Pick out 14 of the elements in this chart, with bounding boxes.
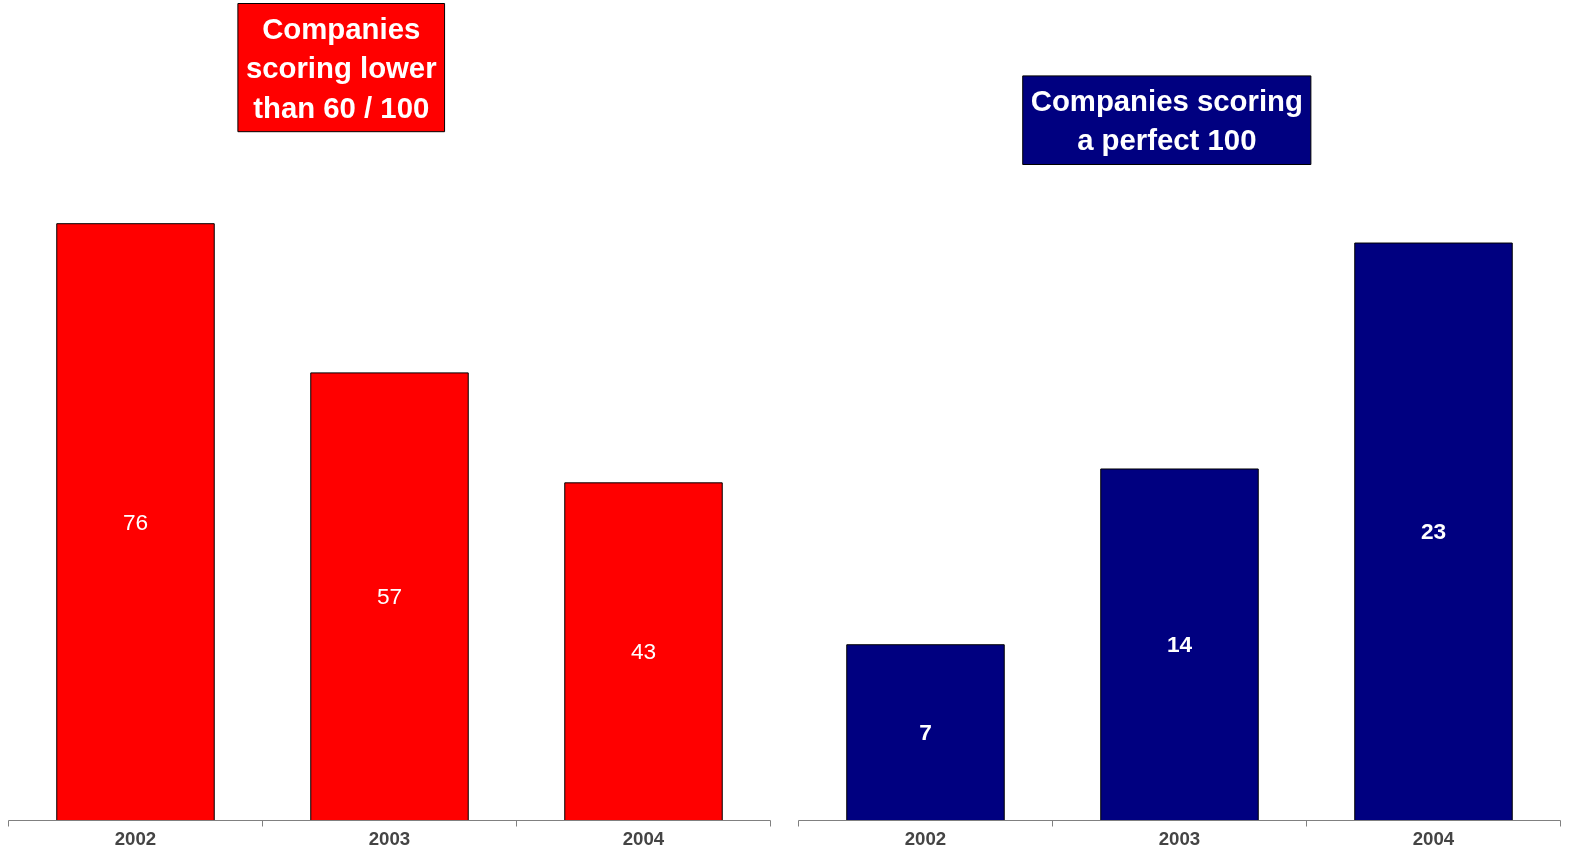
x-tick-label: 2004 <box>622 827 665 849</box>
data-label: 23 <box>1420 518 1447 545</box>
x-tick-label: 2002 <box>114 827 157 849</box>
data-label: 76 <box>122 508 149 535</box>
chart-title: Companies scoring lower than 60 / 100 <box>245 11 437 124</box>
data-label: 43 <box>630 638 657 665</box>
x-tick-label: 2003 <box>368 827 411 849</box>
data-label: 14 <box>1166 631 1193 658</box>
x-tick-label: 2004 <box>1412 827 1455 849</box>
data-label: 7 <box>919 719 932 746</box>
data-label: 57 <box>376 583 403 610</box>
x-tick-label: 2002 <box>904 827 947 849</box>
x-tick-label: 2003 <box>1158 827 1201 849</box>
chart-title: Companies scoring a perfect 100 <box>1030 83 1303 157</box>
